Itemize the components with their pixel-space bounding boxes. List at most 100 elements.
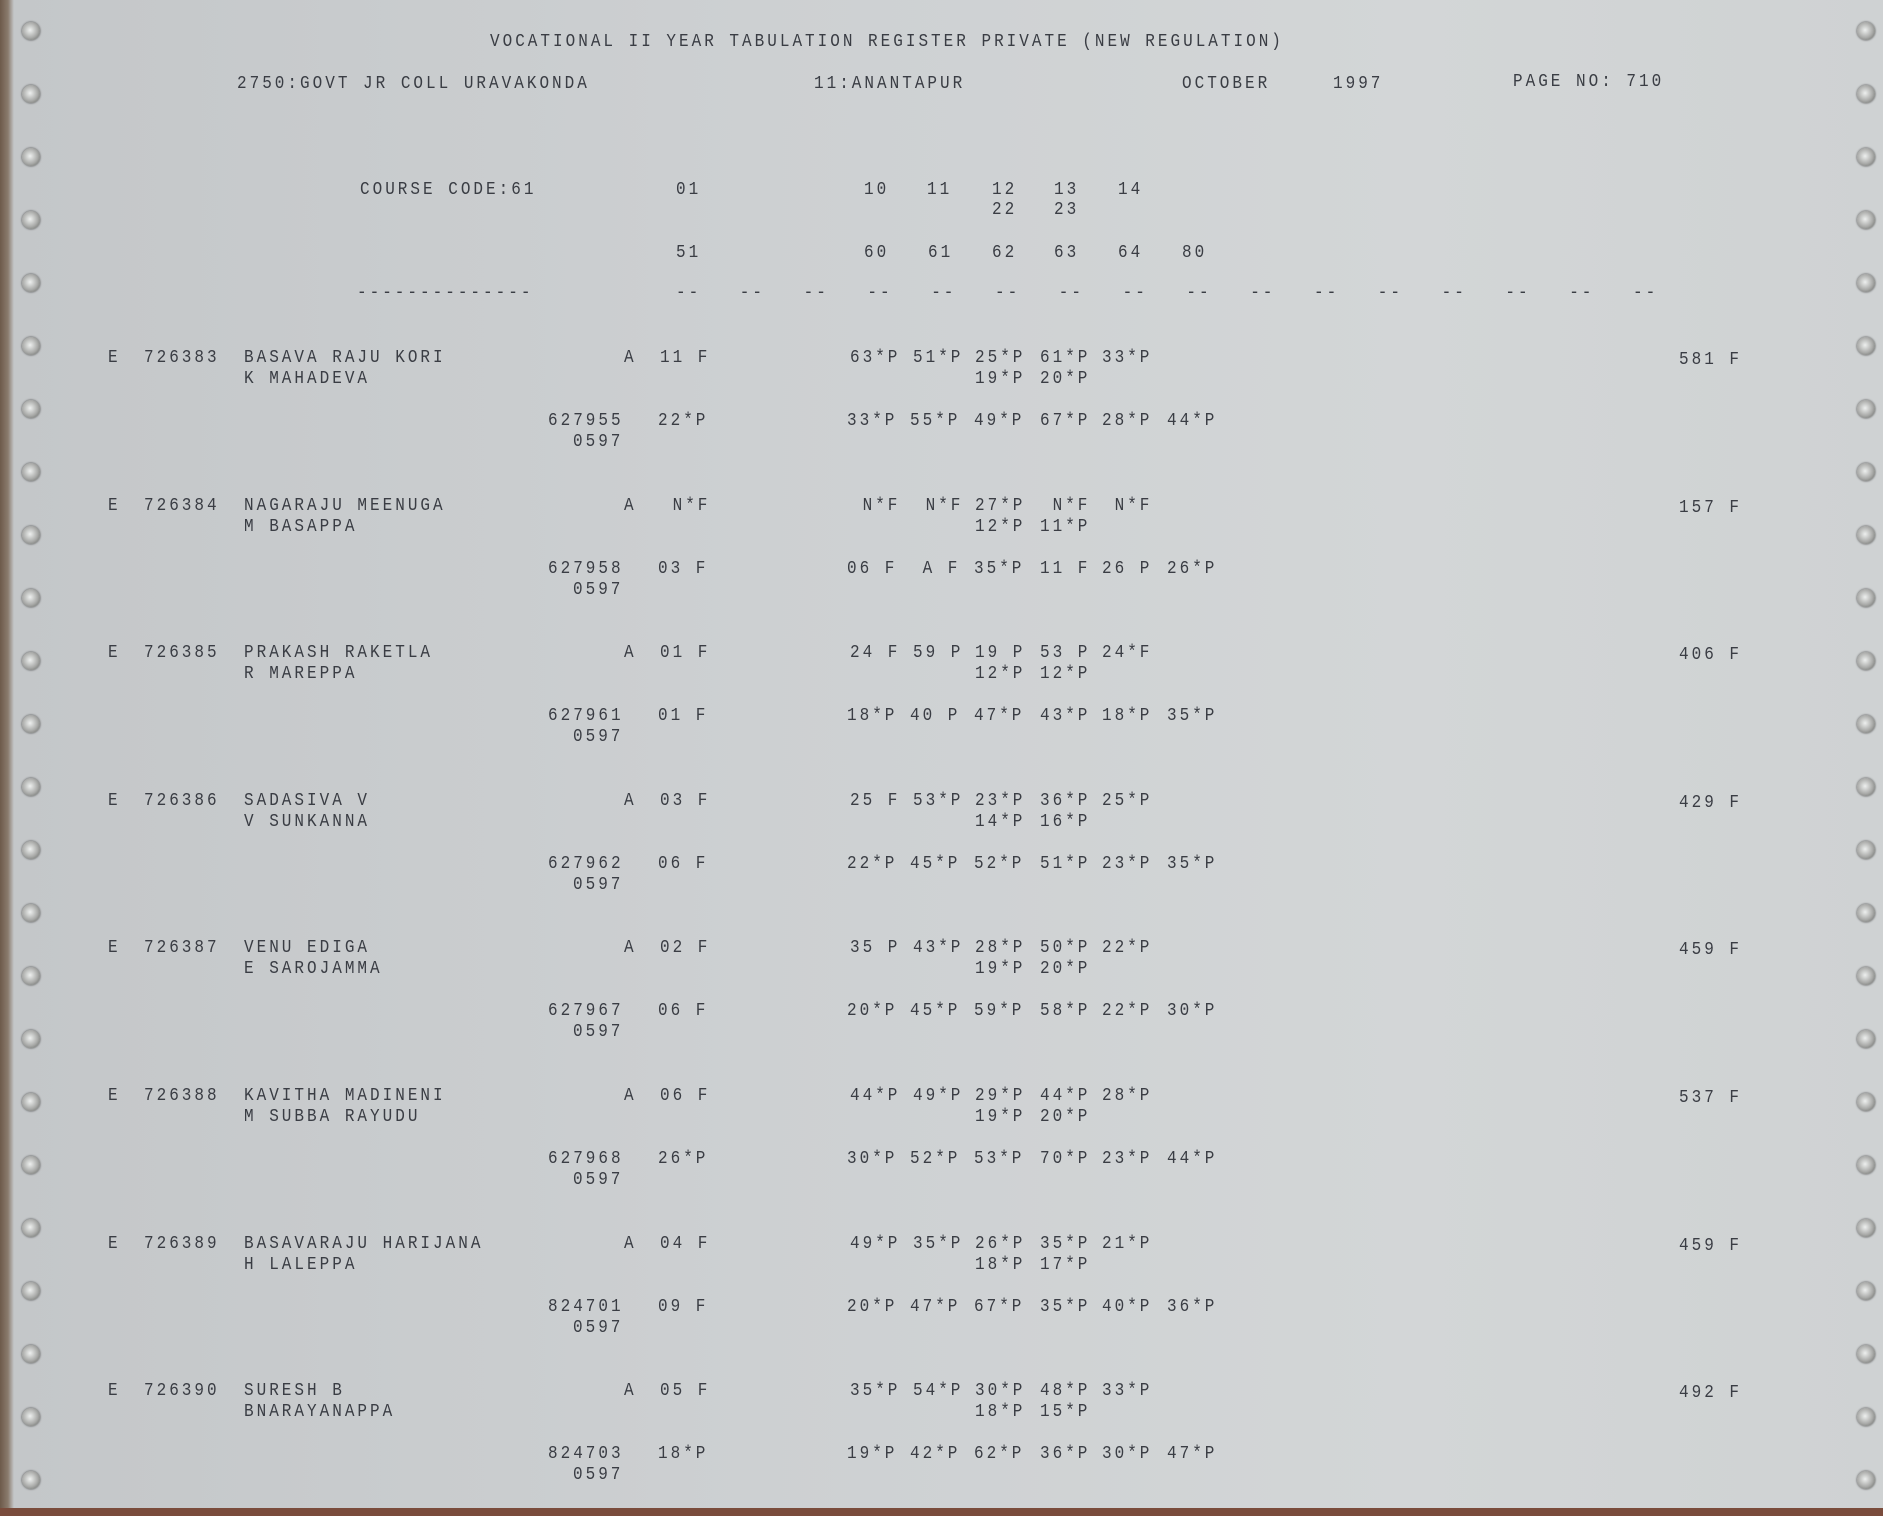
roll-number: 726390 [144, 1380, 220, 1401]
header-divider-dash: -- [1058, 281, 1084, 303]
subject-mark: 36*P [1040, 1443, 1091, 1464]
registration-number: 824701 [548, 1295, 624, 1317]
subject-mark: 25*P [975, 346, 1026, 368]
college-name: 2750:GOVT JR COLL URAVAKONDA [237, 72, 590, 94]
sprocket-hole-left [22, 400, 40, 418]
sprocket-hole-right [1857, 715, 1875, 733]
subject-mark: N*F [850, 494, 901, 516]
header-divider-dash: -- [1186, 281, 1212, 303]
part-label: A [624, 937, 637, 958]
total-result: 406 F [1679, 644, 1743, 665]
candidate-name: BASAVARAJU HARIJANA [244, 1232, 484, 1254]
column-header: 64 [1118, 241, 1144, 263]
subject-mark: 35*P [1040, 1295, 1091, 1317]
registration-code: 0597 [573, 1316, 624, 1338]
subject-mark: 47*P [1167, 1443, 1218, 1464]
sprocket-hole-right [1857, 841, 1875, 859]
total-result: 459 F [1679, 1234, 1743, 1256]
subject-mark: 35*P [850, 1380, 901, 1401]
sprocket-hole-left [22, 778, 40, 796]
header-divider-dash: -- [739, 281, 765, 303]
subject-mark: N*F [913, 494, 964, 516]
sprocket-hole-right [1857, 274, 1875, 292]
subject-mark: 35*P [1040, 1232, 1091, 1254]
header-divider-dash: -- [803, 281, 829, 303]
subject-mark: 50*P [1040, 937, 1091, 958]
registration-number: 824703 [548, 1443, 624, 1464]
subject-mark: 42*P [910, 1443, 961, 1464]
sprocket-hole-right [1857, 1219, 1875, 1237]
subject-mark: 53*P [913, 789, 964, 811]
sub-part-marks: 06 F [658, 852, 709, 874]
sprocket-hole-left [22, 1219, 40, 1237]
parent-name: K MAHADEVA [244, 367, 371, 389]
sprocket-hole-left [22, 148, 40, 166]
subject-mark-sub: 19*P [975, 1105, 1026, 1127]
parent-name: M SUBBA RAYUDU [244, 1105, 421, 1127]
header-divider-dash: -- [931, 281, 957, 303]
registration-code: 0597 [573, 578, 624, 600]
subject-mark: 58*P [1040, 1000, 1091, 1021]
part-marks: 02 F [660, 937, 711, 958]
subject-mark-sub: 18*P [975, 1401, 1026, 1422]
subject-mark: 61*P [1040, 346, 1091, 368]
part-label: A [624, 789, 637, 811]
registration-number: 627968 [548, 1147, 624, 1169]
sprocket-hole-left [22, 85, 40, 103]
subject-mark: 35 P [850, 937, 901, 958]
column-header: 14 [1118, 178, 1144, 200]
sprocket-hole-left [22, 904, 40, 922]
part-marks: 01 F [660, 642, 711, 663]
sprocket-hole-right [1857, 1471, 1875, 1489]
registration-code: 0597 [573, 1021, 624, 1042]
subject-mark: 49*P [913, 1084, 964, 1106]
column-header: 51 [676, 241, 702, 263]
sprocket-hole-left [22, 1345, 40, 1363]
subject-mark: 28*P [975, 937, 1026, 958]
candidate-name: SURESH B [244, 1380, 345, 1401]
column-header-sub: 23 [1054, 198, 1080, 220]
registration-number: 627962 [548, 852, 624, 874]
registration-code: 0597 [573, 873, 624, 895]
parent-name: E SAROJAMMA [244, 958, 383, 979]
total-result: 429 F [1679, 791, 1743, 813]
subject-mark-sub: 17*P [1040, 1253, 1091, 1275]
subject-mark: 35*P [974, 557, 1025, 579]
subject-mark: 19*P [847, 1443, 898, 1464]
sub-part-marks: 18*P [658, 1443, 709, 1464]
sub-part-marks: 22*P [658, 409, 709, 431]
subject-mark: 43*P [913, 937, 964, 958]
subject-mark: 33*P [1102, 346, 1153, 368]
header-divider-long: -------------- [357, 281, 534, 303]
header-divider-dash: -- [1441, 281, 1467, 303]
sprocket-hole-left [22, 211, 40, 229]
subject-mark-sub: 20*P [1040, 367, 1091, 389]
subject-mark: 47*P [974, 705, 1025, 726]
subject-mark: 35*P [1167, 705, 1218, 726]
subject-mark: 70*P [1040, 1147, 1091, 1169]
subject-mark: 48*P [1040, 1380, 1091, 1401]
parent-name: BNARAYANAPPA [244, 1401, 396, 1422]
exam-month: OCTOBER [1182, 72, 1271, 94]
sprocket-hole-left [22, 1093, 40, 1111]
subject-mark: 25*P [1102, 789, 1153, 811]
column-header: 12 [992, 178, 1018, 200]
subject-mark: 21*P [1102, 1232, 1153, 1254]
subject-mark: 44*P [850, 1084, 901, 1106]
subject-mark: 54*P [913, 1380, 964, 1401]
sprocket-hole-left [22, 841, 40, 859]
subject-mark: 67*P [974, 1295, 1025, 1317]
sprocket-hole-right [1857, 778, 1875, 796]
parent-name: V SUNKANNA [244, 810, 371, 832]
part-label: A [624, 1380, 637, 1401]
subject-mark: N*F [1040, 494, 1091, 516]
sprocket-hole-right [1857, 652, 1875, 670]
total-result: 581 F [1679, 348, 1743, 370]
page-bottom-edge [0, 1508, 1883, 1516]
subject-mark: 36*P [1040, 789, 1091, 811]
column-header: 11 [927, 178, 953, 200]
header-divider-dash: -- [867, 281, 893, 303]
sprocket-hole-right [1857, 211, 1875, 229]
subject-mark: 30*P [1167, 1000, 1218, 1021]
registration-code: 0597 [573, 726, 624, 747]
